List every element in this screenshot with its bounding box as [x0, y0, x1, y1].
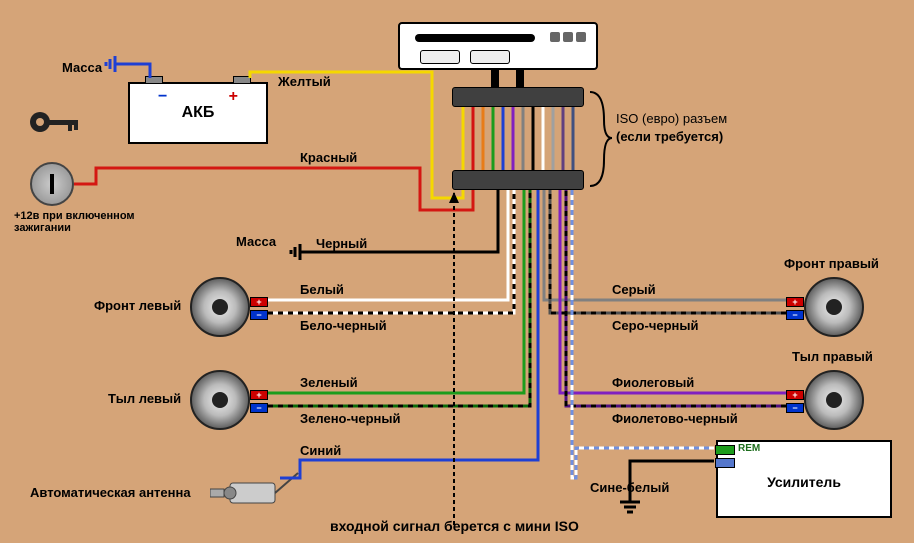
label-green-black: Зелено-черный — [300, 411, 400, 426]
iso-label: ISO (евро) разъем (если требуется) — [616, 110, 727, 146]
label-massa-mid: Масса — [236, 234, 276, 249]
label-massa-top: Масса — [62, 60, 102, 75]
label-blue-white: Сине-белый — [590, 480, 669, 495]
speaker-rear-left: + − — [190, 370, 250, 430]
label-front-right: Фронт правый — [784, 256, 879, 271]
amp-rem-label: REM — [738, 443, 760, 454]
label-rear-right: Тыл правый — [792, 349, 873, 364]
ignition-switch — [30, 162, 74, 206]
amp-label: Усилитель — [767, 474, 841, 490]
head-unit — [398, 22, 598, 70]
label-ignition: +12в при включенном зажигании — [14, 210, 135, 234]
battery: − + АКБ — [128, 82, 268, 144]
label-input-signal: входной сигнал берется с мини ISO — [330, 518, 579, 534]
label-grey: Серый — [612, 282, 656, 297]
speaker-front-left: + − — [190, 277, 250, 337]
label-grey-black: Серо-черный — [612, 318, 699, 333]
label-antenna: Автоматическая антенна — [30, 485, 191, 500]
battery-neg-sign: − — [158, 88, 167, 106]
label-violet: Фиолеговый — [612, 375, 694, 390]
auto-antenna-icon — [210, 465, 280, 507]
speaker-rear-right: + − — [804, 370, 864, 430]
label-red: Красный — [300, 150, 357, 165]
label-white: Белый — [300, 282, 344, 297]
label-yellow: Желтый — [278, 74, 331, 89]
label-violet-black: Фиолетово-черный — [612, 411, 738, 426]
battery-pos-sign: + — [229, 88, 238, 106]
iso-connector-top — [452, 87, 584, 107]
battery-label: АКБ — [182, 104, 215, 122]
label-white-black: Бело-черный — [300, 318, 387, 333]
label-green: Зеленый — [300, 375, 358, 390]
iso-connector-bottom — [452, 170, 584, 190]
iso-label-line2: (если требуется) — [616, 129, 723, 144]
label-front-left: Фронт левый — [94, 298, 181, 313]
label-black: Черный — [316, 236, 367, 251]
ignition-key-icon — [28, 110, 88, 155]
label-rear-left: Тыл левый — [108, 391, 181, 406]
speaker-front-right: + − — [804, 277, 864, 337]
label-blue: Синий — [300, 443, 341, 458]
amplifier: REM Усилитель — [716, 440, 892, 518]
iso-label-line1: ISO (евро) разъем — [616, 111, 727, 126]
